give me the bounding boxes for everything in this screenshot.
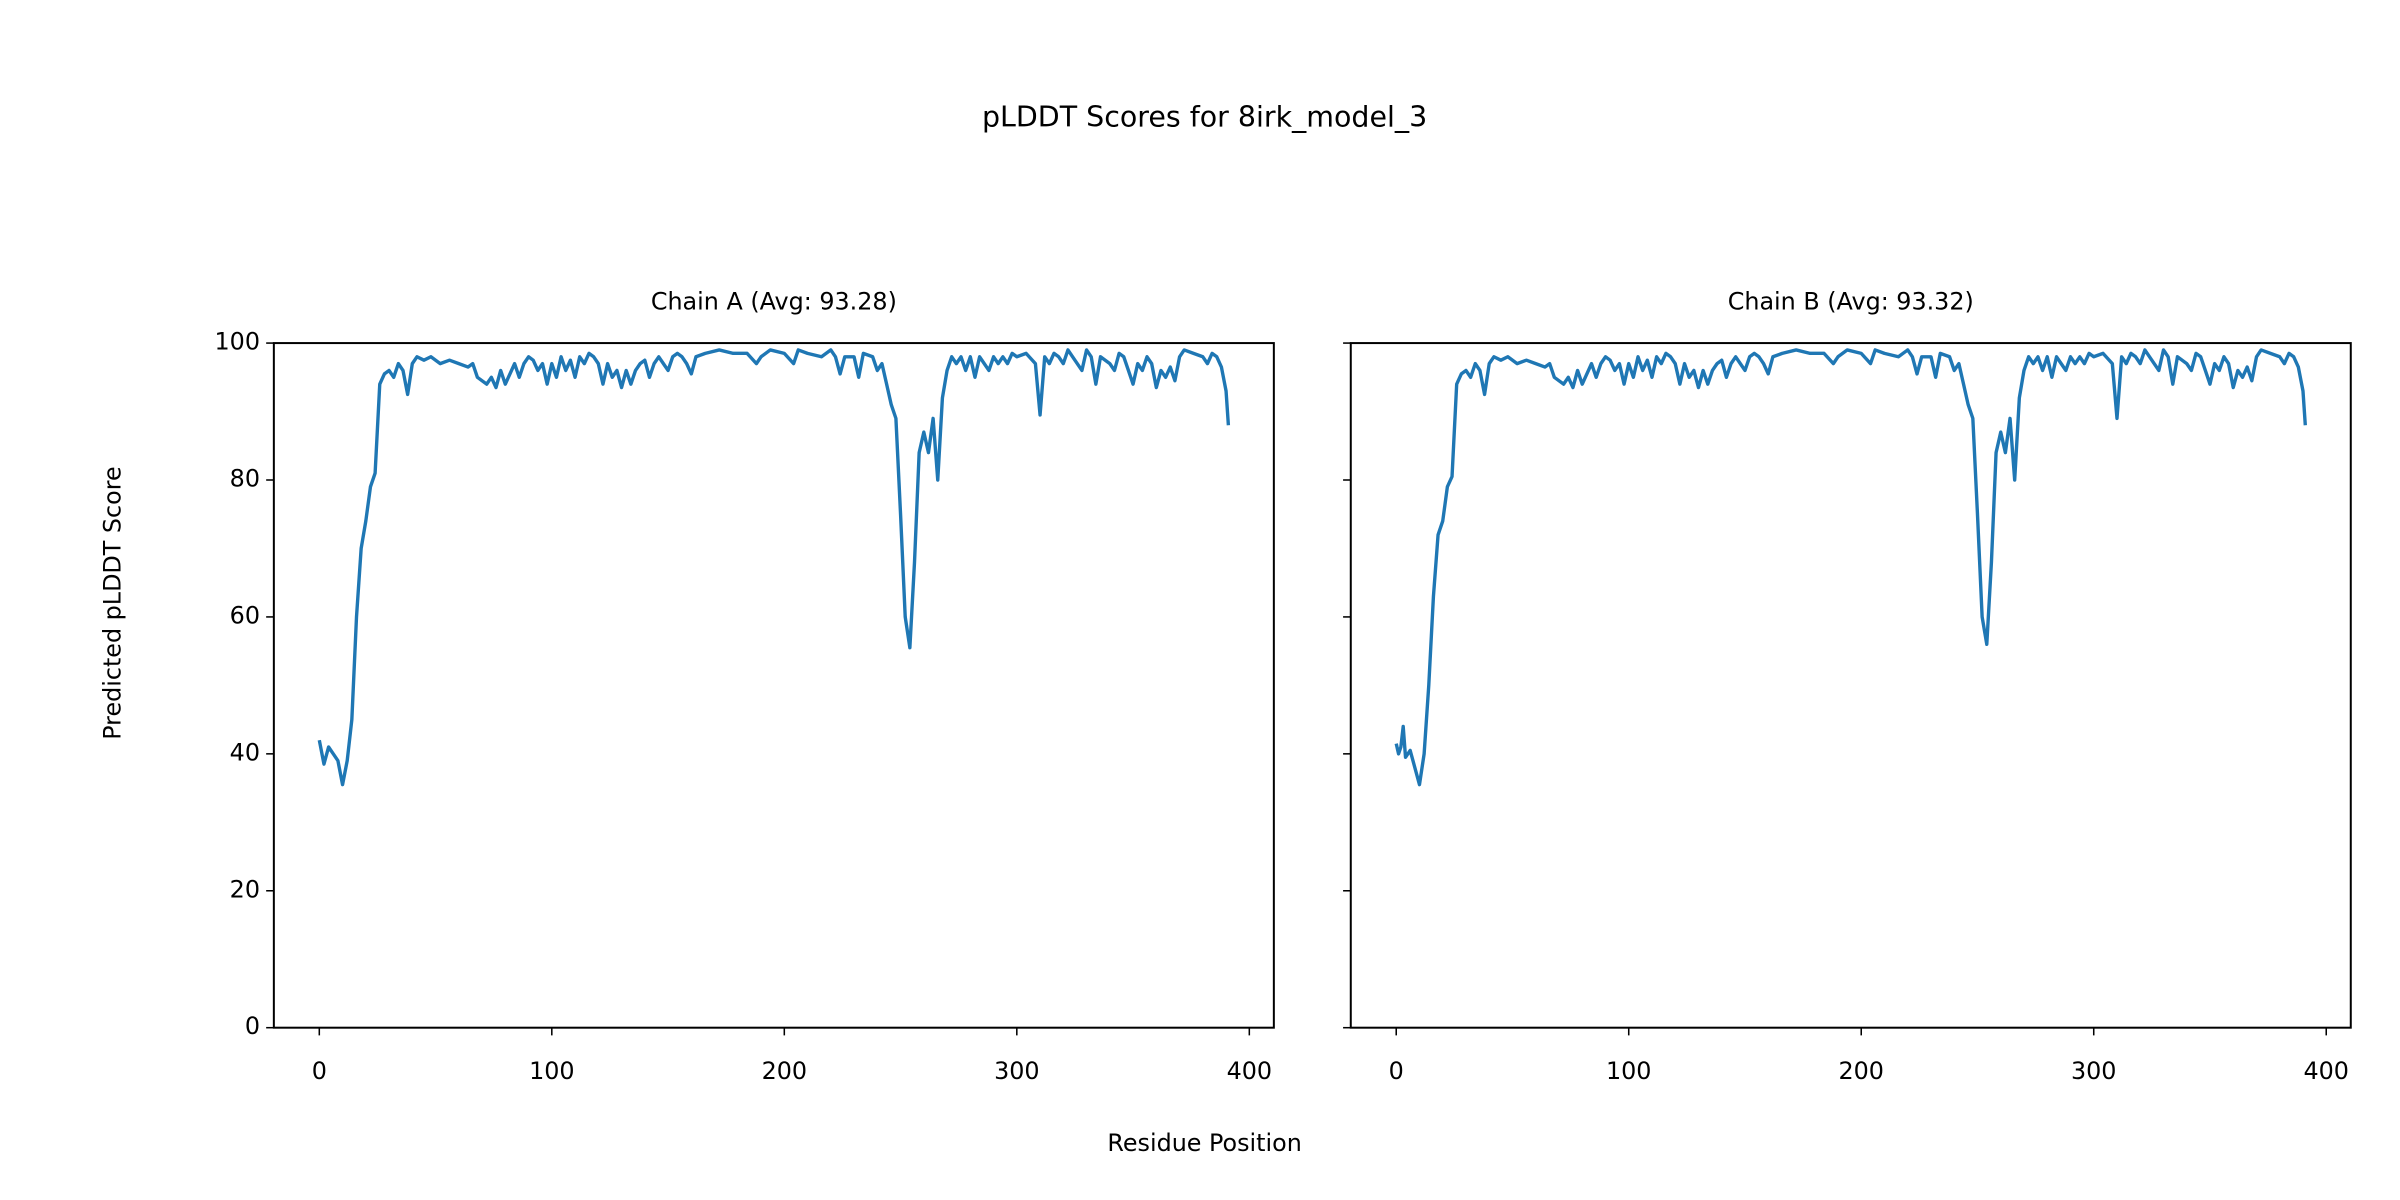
x-tick-label: 0 bbox=[1389, 1057, 1404, 1085]
y-axis-title: Predicted pLDDT Score bbox=[98, 466, 126, 739]
x-tick-label: 300 bbox=[994, 1057, 1039, 1085]
panel-title: Chain A (Avg: 93.28) bbox=[651, 288, 897, 316]
y-tick-label: 100 bbox=[215, 328, 260, 356]
x-axis-title: Residue Position bbox=[1107, 1129, 1301, 1157]
x-tick-label: 100 bbox=[1606, 1057, 1651, 1085]
y-tick-label: 80 bbox=[230, 464, 260, 492]
data-line bbox=[1394, 348, 2307, 787]
x-tick-label: 400 bbox=[2303, 1057, 2348, 1085]
axes-frame bbox=[272, 342, 1275, 1029]
y-tick-label: 20 bbox=[230, 875, 260, 903]
y-tick-label: 60 bbox=[230, 601, 260, 629]
panel-title: Chain B (Avg: 93.32) bbox=[1728, 288, 1974, 316]
figure-title: pLDDT Scores for 8irk_model_3 bbox=[982, 100, 1427, 133]
y-tick-label: 0 bbox=[245, 1012, 260, 1040]
x-tick-label: 100 bbox=[529, 1057, 574, 1085]
axes-frame bbox=[1349, 342, 2352, 1029]
x-tick-label: 200 bbox=[762, 1057, 807, 1085]
data-line bbox=[317, 348, 1231, 787]
x-tick-label: 400 bbox=[1227, 1057, 1272, 1085]
y-tick-label: 40 bbox=[230, 738, 260, 766]
x-tick-label: 0 bbox=[312, 1057, 327, 1085]
x-tick-label: 200 bbox=[1838, 1057, 1883, 1085]
x-tick-label: 300 bbox=[2071, 1057, 2116, 1085]
